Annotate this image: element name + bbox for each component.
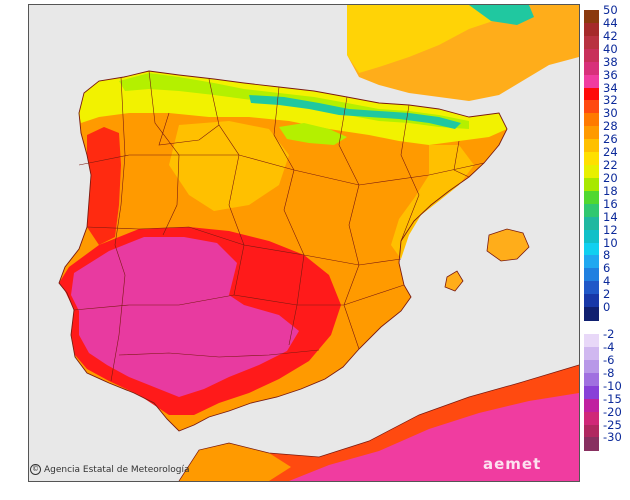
- legend-swatch: [584, 61, 599, 76]
- legend-label: 14: [603, 209, 618, 224]
- legend-swatch: [584, 48, 599, 63]
- legend-swatch: [584, 165, 599, 179]
- western-coast-red: [87, 127, 121, 245]
- legend-label: -25: [603, 417, 622, 432]
- legend-swatch: [584, 281, 599, 295]
- africa-coastline: [178, 364, 579, 481]
- legend-label: 22: [603, 158, 618, 173]
- legend-label: -2: [603, 327, 615, 342]
- legend-label: 12: [603, 222, 618, 237]
- legend-label: 40: [603, 41, 618, 56]
- legend-label: 30: [603, 106, 618, 121]
- legend-swatch: [584, 10, 599, 24]
- legend-label: 26: [603, 132, 618, 147]
- legend-swatch: [584, 177, 599, 192]
- legend-label: -6: [603, 352, 615, 367]
- central-plateau-yellow: [169, 121, 289, 211]
- legend-swatch: [584, 126, 599, 140]
- legend-label: 42: [603, 28, 618, 43]
- legend-label: 28: [603, 119, 618, 134]
- legend-label: 44: [603, 15, 618, 30]
- legend-label: -15: [603, 391, 622, 406]
- legend-swatch: [584, 294, 599, 308]
- legend-label: -8: [603, 365, 615, 380]
- legend-swatch: [584, 411, 599, 425]
- brand-logo: aemet: [483, 455, 542, 473]
- legend-swatch: [584, 307, 599, 321]
- africa-hot-area: [289, 393, 579, 481]
- legend-swatch: [584, 35, 599, 50]
- legend-swatch: [584, 242, 599, 256]
- legend-label: 38: [603, 54, 618, 69]
- legend-label: 36: [603, 67, 618, 82]
- province-boundaries: [58, 70, 508, 432]
- southwest-pink-zone: [71, 237, 299, 397]
- legend-swatch: [584, 229, 599, 244]
- legend-swatch: [584, 268, 599, 282]
- legend-label: 4: [603, 274, 611, 289]
- legend-swatch: [584, 372, 599, 387]
- legend-swatch: [584, 22, 599, 37]
- copyright-icon: ©: [30, 464, 41, 475]
- legend-swatch: [584, 139, 599, 153]
- legend-label: -4: [603, 340, 615, 354]
- legend-swatch: [584, 113, 599, 127]
- credit-text: Agencia Estatal de Meteorología: [44, 464, 190, 475]
- legend-swatch: [584, 100, 599, 114]
- legend-swatch: [584, 190, 599, 205]
- legend-swatch: [584, 359, 599, 374]
- legend-swatch: [584, 385, 599, 400]
- legend-swatch: [584, 255, 599, 269]
- legend-swatch: [584, 347, 599, 361]
- legend-label: 24: [603, 145, 618, 160]
- legend-label: 34: [603, 80, 618, 95]
- legend-label: 50: [603, 3, 618, 17]
- temperature-map: [28, 4, 580, 482]
- legend-label: 16: [603, 196, 618, 211]
- central-system-green: [279, 123, 347, 145]
- france-yellow-band: [347, 5, 499, 73]
- legend-label: -20: [603, 404, 622, 419]
- legend-swatch: [584, 424, 599, 438]
- legend-label: 8: [603, 248, 611, 263]
- mallorca-island: [486, 228, 530, 262]
- legend-label: 18: [603, 183, 618, 198]
- legend-swatch: [584, 398, 599, 413]
- legend-swatch: [584, 437, 599, 451]
- legend-label: 32: [603, 93, 618, 108]
- alps-cold-area: [469, 5, 534, 25]
- legend-label: 6: [603, 261, 611, 276]
- legend-label: 10: [603, 235, 618, 250]
- legend-label: 0: [603, 300, 611, 315]
- legend-swatch: [584, 87, 599, 101]
- legend-label: -10: [603, 378, 622, 393]
- legend-label: 2: [603, 287, 611, 302]
- agency-credit: © Agencia Estatal de Meteorología: [30, 464, 190, 475]
- legend-label: -30: [603, 430, 622, 445]
- iberian-peninsula-map: [29, 5, 579, 481]
- legend-swatch: [584, 203, 599, 218]
- legend-swatch: [584, 74, 599, 88]
- pyrenees-cold-band: [249, 95, 461, 129]
- ibiza-island: [444, 270, 464, 292]
- legend-swatch: [584, 152, 599, 166]
- legend-swatch: [584, 216, 599, 231]
- legend-swatch: [584, 334, 599, 348]
- east-coast-yellow: [391, 145, 474, 259]
- africa-orange-coast: [179, 443, 291, 481]
- temperature-legend: 50 44 42 40 38 36 34 32 30 28 26 24 22 20 18 16 14 12 10 8 6…: [584, 4, 630, 486]
- legend-label: 20: [603, 170, 618, 185]
